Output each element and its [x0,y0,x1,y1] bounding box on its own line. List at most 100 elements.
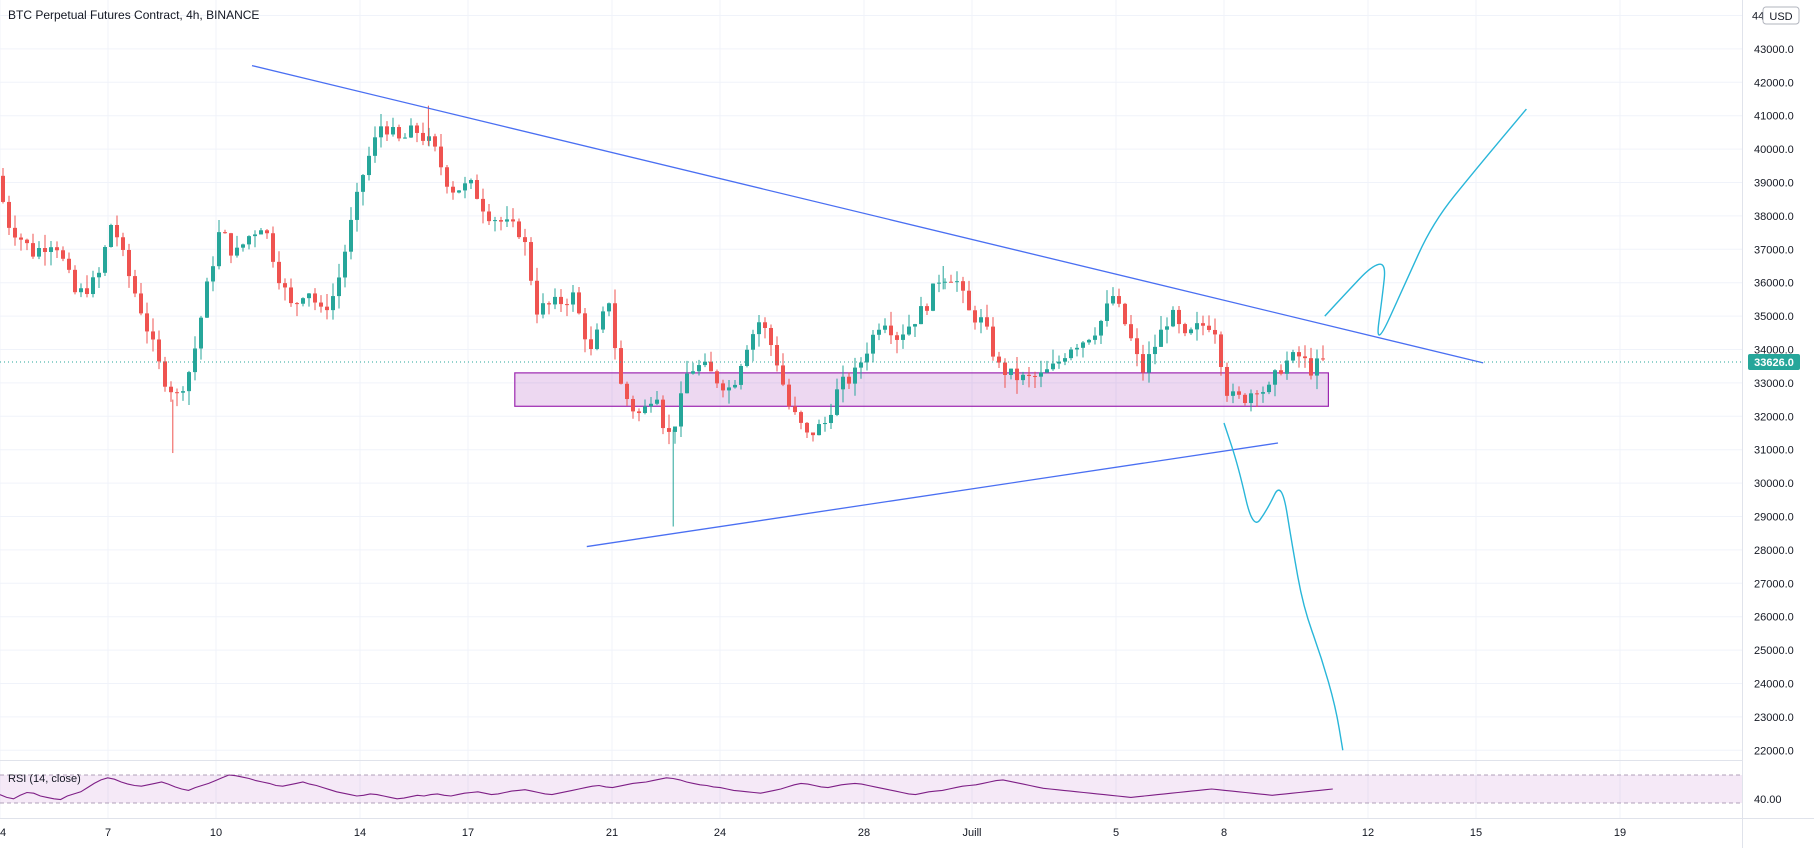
candle-up [697,365,701,372]
candle-up [403,137,407,139]
candle-up [871,334,875,354]
candle-down [19,237,23,240]
candle-up [937,282,941,284]
candle-down [157,339,161,362]
candle-down [163,361,167,387]
candle-down [985,317,989,327]
candle-down [763,322,767,328]
time-tick-label: 5 [1113,827,1119,839]
candle-up [1273,370,1277,385]
candle-up [235,247,239,256]
candle-down [967,290,971,311]
candle-down [325,306,329,311]
candle-down [517,221,521,238]
candle-down [973,310,977,323]
candle-up [361,175,365,192]
time-tick-label: 28 [858,827,870,839]
chart-title: BTC Perpetual Futures Contract, 4h, BINA… [8,8,259,22]
candle-down [145,313,149,332]
candle-down [481,198,485,212]
candle-up [1105,303,1109,321]
candle-down [133,276,137,294]
candle-up [1075,347,1079,350]
candle-up [919,306,923,325]
candle-up [181,391,185,393]
candle-up [1063,358,1067,362]
candle-up [1051,363,1055,370]
candle-up [979,317,983,323]
candle-up [337,277,341,297]
candle-down [475,180,479,199]
candle-down [529,242,533,281]
zone-layer[interactable] [514,372,1329,407]
time-tick-label: 12 [1362,827,1374,839]
candle-down [577,292,581,314]
time-tick-label: 14 [354,827,366,839]
candle-up [1153,346,1157,355]
candle-down [1219,334,1223,367]
candle-down [547,303,551,305]
candle-up [1267,384,1271,393]
candle-down [1303,356,1307,359]
candle-up [1189,329,1193,334]
candle-up [739,365,743,385]
candle-down [313,293,317,303]
candle-down [229,233,233,256]
candle-up [733,384,737,388]
candle-up [679,393,683,427]
candle-down [0,175,5,202]
drawings[interactable] [251,64,1527,751]
currency-badge[interactable]: USD [1762,6,1800,25]
candle-up [379,126,383,138]
candle-up [757,322,761,335]
price-axis[interactable]: 44 43000.0 42000.0 41000.0 40000.0 39000.0 380… [1742,0,1794,848]
trendline-lower [586,442,1279,548]
candle-up [643,406,647,414]
candle-up [841,376,845,390]
candle-down [1255,393,1259,395]
candle-down [85,288,89,295]
price-tick-label: 31000.0 [1754,445,1794,457]
candle-up [199,317,203,349]
candle-down [1177,309,1181,325]
candle-up [301,298,305,304]
candle-down [61,250,65,259]
candle-down [961,281,965,291]
candle-down [1183,324,1187,334]
candle-up [727,387,731,391]
candle-up [1039,372,1043,377]
candle-up [253,234,257,237]
price-tick-label: 23000.0 [1754,712,1794,724]
candle-down [559,296,563,305]
time-axis[interactable]: 4 7 10 14 17 21 24 28 Juill 5 8 12 15 19 [0,818,1814,840]
price-tick-label: 33000.0 [1754,378,1794,390]
candle-up [955,281,959,283]
candles[interactable] [0,105,1325,527]
candle-down [769,327,773,346]
candle-down [1297,352,1301,357]
candle-up [1249,393,1253,404]
candle-down [223,232,227,234]
rsi-pane[interactable] [0,760,1742,804]
candle-down [31,243,35,257]
candle-down [997,356,1001,363]
candle-down [589,339,593,350]
time-tick-label: 15 [1470,827,1482,839]
current-price-label: 33626.0 [1754,357,1794,369]
candle-down [565,304,569,306]
price-tick-label: 26000.0 [1754,612,1794,624]
candle-up [493,220,497,222]
candle-down [283,283,287,288]
candle-up [907,326,911,335]
candle-up [655,399,659,404]
candle-up [601,311,605,330]
candle-down [289,287,293,304]
time-tick-label: 24 [714,827,726,839]
candle-up [391,127,395,135]
candle-down [421,132,425,141]
candle-down [1321,358,1325,360]
candle-up [1159,329,1163,347]
price-tick-label: 32000.0 [1754,411,1794,423]
candle-up [109,224,113,248]
